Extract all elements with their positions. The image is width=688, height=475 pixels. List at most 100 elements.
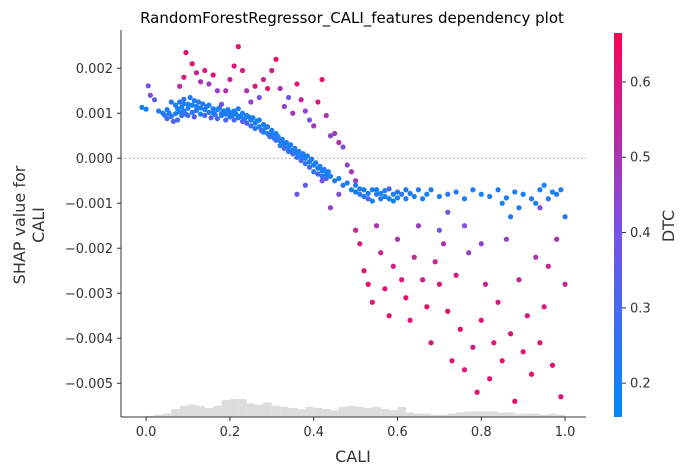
- scatter-point: [202, 112, 208, 119]
- scatter-point: [235, 106, 241, 112]
- scatter-point: [298, 157, 304, 164]
- y-tick-label: 0.000: [76, 152, 113, 167]
- colorbar-tick-label: 0.6: [630, 75, 651, 90]
- histogram-bar: [322, 409, 331, 417]
- scatter-point: [197, 111, 204, 117]
- histogram-bar: [221, 400, 230, 417]
- scatter-point: [325, 169, 331, 175]
- histogram-bar: [330, 410, 339, 417]
- scatter-point: [445, 191, 451, 197]
- scatter-point: [545, 263, 551, 269]
- scatter-point: [361, 193, 367, 200]
- scatter-point: [390, 263, 396, 269]
- scatter-point: [168, 99, 174, 105]
- scatter-point: [499, 358, 505, 364]
- scatter-point: [478, 317, 484, 323]
- scatter-point: [218, 112, 225, 119]
- scatter-point: [432, 259, 438, 265]
- scatter-point: [369, 198, 375, 204]
- y-tick-label: −0.004: [65, 332, 113, 347]
- scatter-point: [269, 67, 275, 74]
- scatter-point: [554, 236, 560, 242]
- x-tick-label: 0.6: [387, 425, 408, 440]
- scatter-point: [461, 196, 468, 202]
- histogram-bar: [296, 409, 306, 417]
- histogram-bar: [514, 413, 524, 417]
- scatter-point: [168, 113, 174, 119]
- scatter-point: [296, 148, 302, 155]
- scatter-point: [420, 196, 426, 202]
- scatter-point: [512, 189, 518, 195]
- scatter-point: [208, 115, 214, 121]
- y-tick-label: −0.003: [65, 287, 113, 302]
- scatter-point: [407, 317, 413, 323]
- scatter-point: [309, 156, 315, 162]
- scatter-point: [260, 76, 267, 83]
- scatter-point: [294, 191, 300, 197]
- histogram-bar: [263, 402, 272, 417]
- scatter-point: [212, 112, 218, 118]
- histogram-bar: [380, 409, 390, 417]
- colorbar-tick-label: 0.4: [630, 226, 651, 241]
- histogram-bar: [238, 399, 247, 417]
- histogram-bar: [431, 414, 440, 417]
- scatter-point: [407, 190, 413, 196]
- scatter-point: [554, 191, 560, 197]
- scatter-point: [436, 227, 442, 233]
- scatter-point: [218, 101, 225, 107]
- scatter-point: [179, 112, 185, 119]
- scatter-point: [223, 111, 229, 117]
- histogram-bar: [523, 413, 532, 417]
- scatter-point: [174, 117, 181, 123]
- scatter-point: [200, 101, 206, 107]
- scatter-point: [390, 198, 396, 204]
- scatter-point: [265, 124, 271, 130]
- scatter-point: [239, 67, 246, 74]
- scatter-point: [170, 118, 176, 124]
- scatter-point: [248, 123, 254, 129]
- scatter-point: [231, 63, 237, 69]
- scatter-point: [336, 191, 342, 197]
- scatter-point: [277, 85, 283, 92]
- histogram-bar: [397, 406, 406, 417]
- scatter-point: [361, 268, 367, 274]
- scatter-point: [537, 187, 543, 193]
- scatter-point: [189, 102, 195, 108]
- histogram-bar: [171, 409, 180, 417]
- scatter-point: [516, 277, 522, 283]
- scatter-point: [357, 186, 363, 192]
- scatter-point: [197, 79, 204, 85]
- scatter-point: [147, 92, 153, 98]
- scatter-point: [275, 134, 281, 140]
- scatter-point: [558, 394, 564, 400]
- scatter-point: [403, 196, 409, 202]
- scatter-point: [332, 178, 338, 184]
- scatter-point: [248, 99, 254, 105]
- scatter-point: [457, 326, 463, 332]
- histogram-bar: [498, 412, 507, 417]
- scatter-point: [279, 136, 285, 142]
- scatter-point: [348, 187, 355, 193]
- scatter-point: [189, 61, 195, 67]
- scatter-point: [537, 340, 543, 346]
- histogram-bar: [188, 404, 197, 417]
- scatter-point: [185, 112, 191, 119]
- histogram-bar: [456, 412, 465, 417]
- scatter-point: [499, 200, 505, 206]
- scatter-point: [193, 70, 200, 76]
- scatter-point: [533, 254, 539, 260]
- x-tick-label: 0.2: [220, 425, 241, 440]
- scatter-point: [223, 88, 229, 94]
- scatter-point: [214, 116, 220, 122]
- histogram-bar: [439, 414, 448, 417]
- scatter-point: [292, 145, 298, 151]
- scatter-point: [520, 349, 526, 355]
- scatter-point: [394, 236, 401, 242]
- scatter-point: [340, 144, 346, 150]
- scatter-point: [319, 178, 325, 184]
- scatter-point: [399, 191, 405, 197]
- scatter-point: [503, 195, 510, 201]
- scatter-point: [436, 193, 442, 200]
- y-ticks: 0.002 0.001 0.000 −0.001 −0.002 −0.003 −0.004 −…: [65, 62, 121, 392]
